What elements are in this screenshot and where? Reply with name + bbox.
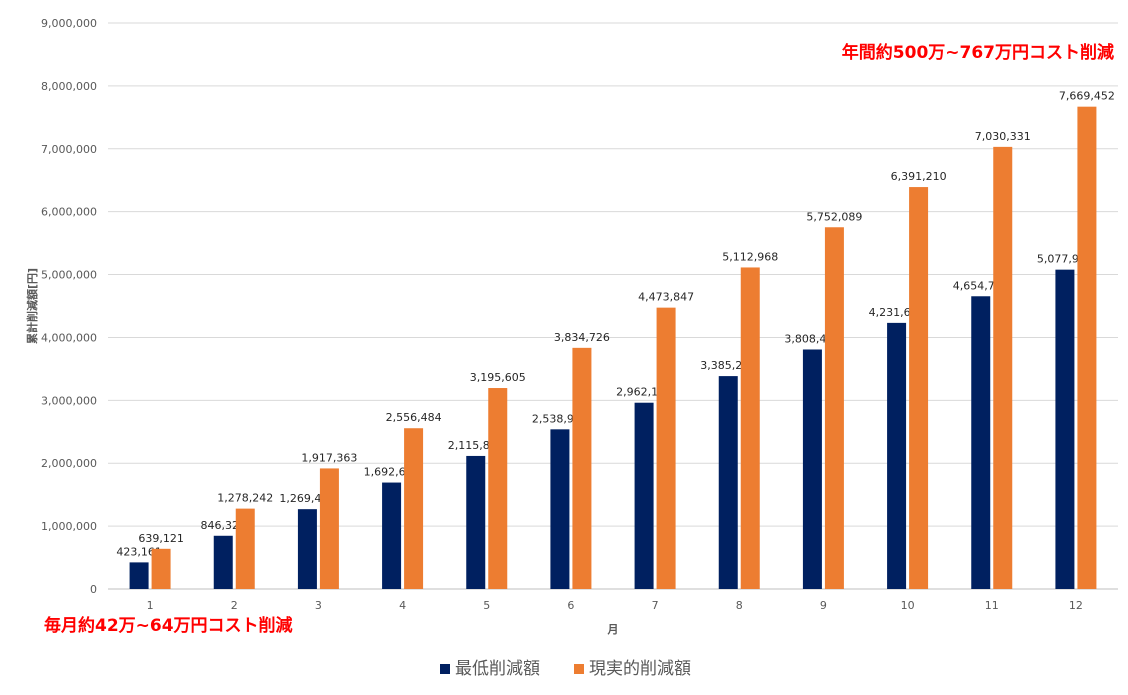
annotation-monthly: 毎月約42万~64万円コスト削減	[44, 615, 293, 636]
x-tick-label: 5	[483, 599, 490, 612]
data-label: 846,322	[201, 519, 247, 532]
bar-realistic	[740, 267, 760, 589]
bar-minimum	[297, 509, 317, 589]
bar-realistic	[824, 227, 844, 589]
x-tick-label: 6	[567, 599, 574, 612]
y-tick-label: 1,000,000	[41, 520, 97, 533]
y-axis-title: 累計削減額[円]	[25, 268, 39, 344]
data-label: 5,112,968	[722, 250, 778, 263]
bar-realistic	[151, 548, 171, 589]
data-label: 1,278,242	[217, 492, 273, 505]
y-tick-label: 6,000,000	[41, 206, 97, 219]
data-label: 7,030,331	[975, 130, 1031, 143]
bar-minimum	[1055, 269, 1075, 589]
legend-label: 現実的削減額	[589, 659, 691, 679]
data-label: 423,161	[116, 545, 162, 558]
bar-minimum	[634, 402, 654, 589]
y-tick-label: 7,000,000	[41, 143, 97, 156]
data-label: 2,556,484	[386, 411, 442, 424]
y-tick-label: 4,000,000	[41, 331, 97, 344]
y-tick-label: 9,000,000	[41, 17, 97, 30]
bar-realistic	[404, 428, 424, 589]
x-tick-label: 7	[652, 599, 659, 612]
x-tick-label: 1	[147, 599, 154, 612]
bar-realistic	[319, 468, 339, 589]
bar-realistic	[909, 187, 929, 589]
bar-minimum	[802, 349, 822, 589]
y-tick-label: 3,000,000	[41, 394, 97, 407]
y-tick-label: 5,000,000	[41, 269, 97, 282]
bar-minimum	[887, 322, 907, 589]
x-tick-label: 3	[315, 599, 322, 612]
x-axis-title: 月	[607, 623, 619, 636]
data-label: 5,752,089	[806, 210, 862, 223]
legend-swatch-realistic	[574, 664, 584, 674]
x-tick-label: 11	[985, 599, 999, 612]
data-label: 4,473,847	[638, 291, 694, 304]
bar-minimum	[550, 429, 570, 589]
bar-realistic	[572, 347, 592, 589]
legend-swatch-minimum	[440, 664, 450, 674]
legend-label: 最低削減額	[455, 659, 540, 679]
x-tick-label: 8	[736, 599, 743, 612]
x-tick-label: 9	[820, 599, 827, 612]
bar-minimum	[382, 482, 402, 589]
data-label: 6,391,210	[891, 170, 947, 183]
x-tick-label: 2	[231, 599, 238, 612]
x-tick-label: 10	[901, 599, 915, 612]
data-label: 639,121	[138, 532, 184, 545]
bar-realistic	[656, 307, 676, 589]
annotation-annual: 年間約500万~767万円コスト削減	[842, 42, 1114, 63]
bar-realistic	[235, 508, 255, 589]
data-label: 3,834,726	[554, 331, 610, 344]
bar-minimum	[129, 562, 149, 589]
x-tick-label: 12	[1069, 599, 1083, 612]
bar-realistic	[993, 146, 1013, 589]
y-tick-label: 2,000,000	[41, 457, 97, 470]
bar-minimum	[971, 296, 991, 589]
data-label: 7,669,452	[1059, 90, 1115, 103]
data-label: 1,917,363	[301, 451, 357, 464]
bar-realistic	[488, 388, 508, 589]
y-tick-label: 0	[90, 583, 97, 596]
bar-minimum	[718, 376, 738, 589]
bar-minimum	[466, 455, 486, 589]
bar-minimum	[213, 535, 233, 589]
bar-realistic	[1077, 106, 1097, 589]
y-tick-label: 8,000,000	[41, 80, 97, 93]
data-label: 3,195,605	[470, 371, 526, 384]
x-tick-label: 4	[399, 599, 406, 612]
